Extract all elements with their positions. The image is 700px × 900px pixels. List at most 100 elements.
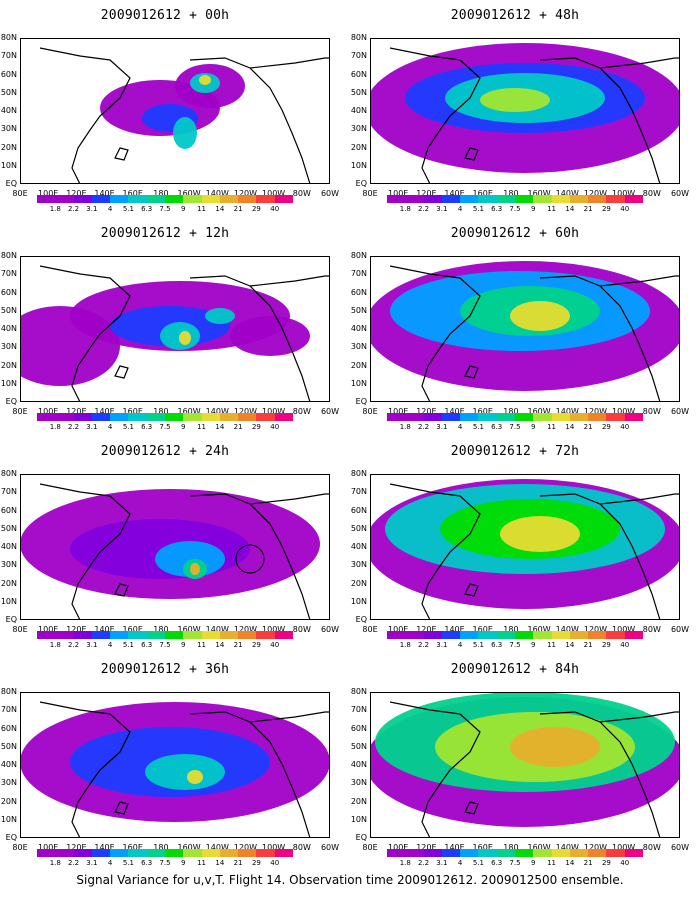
lon-tick-label: 100E — [388, 625, 409, 634]
lon-tick-label: 80W — [292, 625, 311, 634]
lat-tick-label: 70N — [350, 51, 367, 61]
lat-tick-label: 70N — [0, 269, 17, 279]
colorbar-swatch — [515, 849, 534, 857]
lon-tick-label: 180 — [503, 843, 519, 852]
lat-tick-label: 50N — [350, 741, 367, 751]
colorbar-swatch — [37, 631, 56, 639]
map-frame: 80N 70N 60N 50N 40N 30N 20N 10N EQ 80E 100E 120E 140… — [1, 252, 339, 417]
lon-tick-label: 160E — [122, 407, 143, 416]
colorbar-label: 40 — [620, 423, 630, 431]
lat-tick-label: 30N — [0, 342, 17, 352]
lon-tick-label: 100W — [612, 843, 636, 852]
lat-tick-label: 80N — [0, 33, 17, 42]
lon-tick-label: 60W — [670, 407, 690, 416]
lon-tick-label: 100E — [388, 407, 409, 416]
colorbar-label: 14 — [215, 205, 225, 213]
colorbar-label: 21 — [233, 859, 243, 867]
colorbar-swatch — [606, 631, 626, 639]
colorbar-label: 3.1 — [86, 641, 98, 649]
lon-tick-label: 180 — [153, 625, 169, 634]
lat-tick-label: 60N — [0, 287, 17, 297]
lon-tick-label: 140E — [444, 189, 465, 198]
colorbar-swatch — [588, 195, 607, 203]
coastline — [389, 47, 680, 184]
lon-tick-label: 120W — [583, 189, 608, 198]
colorbar-label: 7.5 — [159, 205, 171, 213]
colorbar-swatch — [146, 849, 166, 857]
colorbar-label: 21 — [233, 641, 243, 649]
lon-tick-label: 160E — [122, 843, 143, 852]
colorbar-label: 5.1 — [472, 423, 484, 431]
colorbar-swatch — [128, 413, 148, 421]
colorbar-swatch — [165, 413, 184, 421]
colorbar-label: 14 — [215, 641, 225, 649]
lon-tick-label: 180 — [153, 189, 169, 198]
lat-tick-label: 60N — [350, 505, 367, 515]
variance-contour-fill — [173, 117, 197, 149]
lon-tick-label: 80E — [12, 625, 28, 634]
colorbar-swatch — [128, 631, 148, 639]
lon-tick-label: 160E — [122, 625, 143, 634]
colorbar-label: 6.3 — [141, 423, 153, 431]
lon-tick-label: 120W — [583, 407, 608, 416]
variance-field-map — [20, 256, 330, 402]
colorbar-label: 29 — [601, 423, 611, 431]
lat-tick-label: 40N — [350, 760, 367, 769]
map-panel-p36: 2009012612 + 36h 80N 70N 60N 50N 40N 30N 20N 10N… — [0, 662, 339, 874]
lon-tick-label: 140E — [444, 407, 465, 416]
colorbar-label: 14 — [565, 205, 575, 213]
colorbar-swatch — [405, 849, 425, 857]
colorbar-label: 9 — [181, 205, 186, 213]
colorbar-label: 1.8 — [49, 423, 61, 431]
lat-tick-label: 10N — [350, 596, 367, 606]
panel-title: 2009012612 + 48h — [450, 8, 580, 23]
colorbar-label: 5.1 — [472, 859, 484, 867]
colorbar-label: 4 — [457, 423, 463, 431]
colorbar-swatch — [91, 195, 111, 203]
colorbar-swatch — [478, 195, 498, 203]
lat-tick-label: 10N — [350, 378, 367, 388]
map-frame: 80N 70N 60N 50N 40N 30N 20N 10N EQ 80E 100E 120E 140… — [351, 688, 689, 853]
colorbar-label: 2.2 — [417, 205, 430, 213]
colorbar-swatch — [256, 195, 276, 203]
lon-tick-label: 140W — [555, 189, 579, 198]
lon-tick-label: 120W — [583, 625, 608, 634]
colorbar-swatch — [569, 631, 589, 639]
lon-tick-label: 100W — [262, 407, 286, 416]
colorbar-swatch — [183, 413, 203, 421]
colorbar-label: 3.1 — [436, 423, 448, 431]
colorbar-label: 21 — [583, 641, 593, 649]
colorbar-swatch — [551, 631, 571, 639]
lon-tick-label: 120E — [66, 407, 87, 416]
colorbar-swatch — [569, 413, 589, 421]
lon-tick-label: 160E — [472, 189, 493, 198]
lat-tick-label: 30N — [0, 778, 17, 788]
lon-tick-label: 140E — [94, 189, 115, 198]
colorbar-label: 11 — [547, 859, 557, 867]
colorbar-label: 9 — [531, 205, 536, 213]
colorbar-label: 9 — [531, 423, 536, 431]
colorbar-swatch — [274, 849, 294, 857]
lat-tick-label: 40N — [0, 760, 17, 769]
colorbar-label: 5.1 — [122, 205, 134, 213]
map-frame: 80N 70N 60N 50N 40N 30N 20N 10N EQ 80E 100E 120E 140… — [351, 252, 689, 417]
lat-tick-label: 60N — [350, 69, 367, 79]
colorbar-swatch — [515, 413, 534, 421]
colorbar-swatch — [478, 849, 498, 857]
colorbar-label: 6.3 — [491, 423, 503, 431]
variance-contour-fill — [480, 88, 550, 112]
lon-tick-label: 180 — [153, 407, 169, 416]
colorbar-swatch — [588, 413, 607, 421]
colorbar-swatch — [515, 195, 534, 203]
lon-tick-label: 120E — [66, 189, 87, 198]
colorbar-swatch — [423, 631, 443, 639]
panel-title: 2009012612 + 84h — [450, 662, 580, 677]
observation-circle — [235, 544, 265, 574]
colorbar-swatch — [441, 631, 461, 639]
colorbar-swatch — [238, 631, 257, 639]
colorbar-label: 5.1 — [122, 859, 134, 867]
colorbar-swatch — [146, 413, 166, 421]
colorbar-label: 29 — [251, 641, 261, 649]
colorbar-swatch — [496, 631, 516, 639]
map-border — [20, 38, 330, 184]
